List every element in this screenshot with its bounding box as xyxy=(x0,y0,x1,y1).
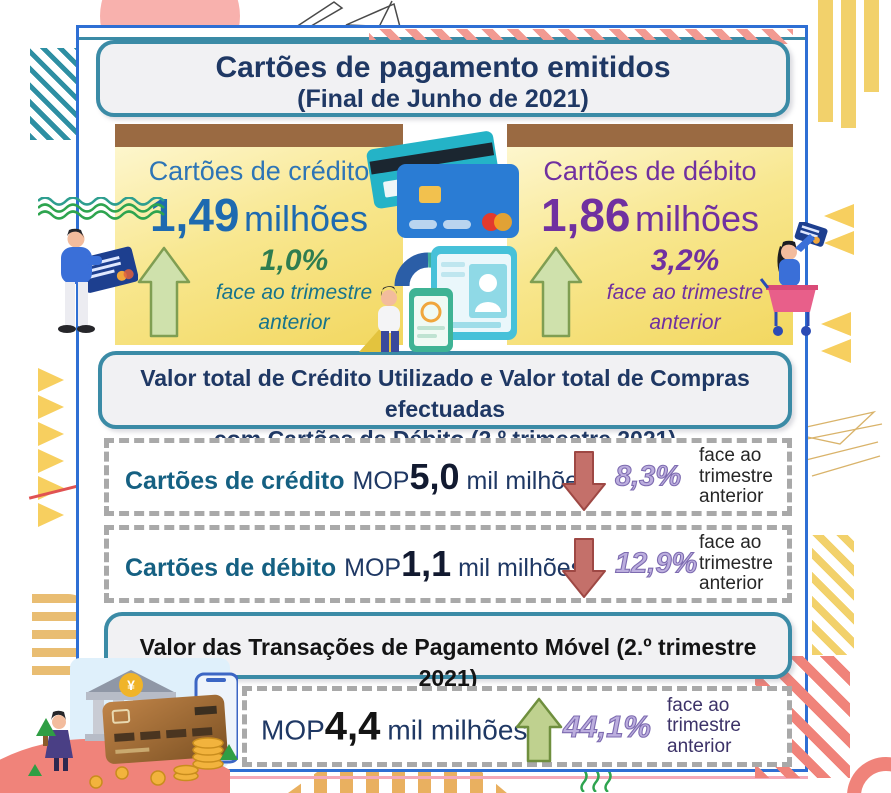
debit-cards-unit: milhões xyxy=(634,198,760,239)
title-box: Cartões de pagamento emitidos (Final de … xyxy=(96,40,790,117)
brown-bar-decoration xyxy=(507,124,793,147)
debit-usage-label: Cartões de débito xyxy=(125,554,337,582)
debit-cards-number: 1,86 xyxy=(540,189,631,241)
yellow-triangle-decoration xyxy=(824,204,854,228)
currency-code: MOP xyxy=(352,467,410,495)
debit-compare-line2: anterior xyxy=(649,311,721,335)
yellow-bar-decoration xyxy=(864,0,879,92)
yellow-striped-square-decoration xyxy=(812,535,854,655)
green-waves-decoration xyxy=(38,197,165,220)
page-title: Cartões de pagamento emitidos xyxy=(215,51,671,84)
down-arrow-icon xyxy=(562,538,606,598)
debit-usage-unit: mil milhões xyxy=(458,554,584,582)
debit-usage-value: 1,1 xyxy=(401,543,452,584)
tree-icon xyxy=(28,718,238,776)
main-panel: Cartões de pagamento emitidos (Final de … xyxy=(76,25,850,778)
payment-cards-illustration xyxy=(359,131,519,352)
blue-card-icon xyxy=(397,164,519,238)
currency-code: MOP xyxy=(344,554,402,582)
yellow-triangle-decoration xyxy=(824,231,854,255)
credit-usage-label: Cartões de crédito xyxy=(125,467,345,495)
salmon-arc-decoration xyxy=(847,757,891,793)
debit-usage-change: 12,9% xyxy=(614,547,698,580)
debit-card-icon xyxy=(794,222,828,247)
yellow-triangle-decoration xyxy=(38,422,64,446)
usage-section-title-box: Valor total de Crédito Utilizado e Valor… xyxy=(98,351,792,452)
credit-change-percent: 1,0% xyxy=(259,244,329,277)
debit-usage-row: Cartões de débito MOP 1,1 mil milhões 12… xyxy=(104,525,792,603)
pink-line-decoration xyxy=(84,776,808,779)
credit-cards-number: 1,49 xyxy=(149,189,240,241)
woman-icon xyxy=(45,710,73,771)
person-icon xyxy=(378,286,400,352)
yellow-triangle-decoration xyxy=(821,312,851,336)
donut-chart-icon xyxy=(394,252,429,287)
mobile-payment-illustration: ¥ xyxy=(0,658,238,793)
page-subtitle: (Final de Junho de 2021) xyxy=(297,85,589,113)
yellow-triangle-decoration xyxy=(38,368,64,392)
up-arrow-icon xyxy=(529,246,583,338)
debit-compare-line1: face ao trimestre xyxy=(606,281,764,304)
yellow-triangle-decoration xyxy=(38,395,64,419)
brown-bar-decoration xyxy=(115,124,403,147)
tan-stripes-decoration xyxy=(288,770,507,793)
debit-cards-value: 1,86 milhões xyxy=(507,188,793,242)
currency-code: MOP xyxy=(261,714,325,745)
usage-section-title-line1: Valor total de Crédito Utilizado e Valor… xyxy=(140,365,750,422)
credit-compare-line1: face ao trimestre xyxy=(215,281,373,304)
mobile-payment-value: 4,4 xyxy=(324,704,381,748)
yellow-triangle-decoration xyxy=(38,449,64,473)
mobile-payment-change: 44,1% xyxy=(562,708,651,744)
man-with-card-illustration xyxy=(58,228,138,333)
mobile-payment-compare: face ao trimestre anterior xyxy=(667,694,741,757)
up-arrow-icon xyxy=(515,697,563,763)
debit-usage-compare: face ao trimestre anterior xyxy=(699,532,773,595)
svg-text:¥: ¥ xyxy=(127,677,135,693)
credit-compare-line2: anterior xyxy=(258,311,330,335)
mobile-payment-row: MOP 4,4 mil milhões 44,1% face ao trimes… xyxy=(242,686,792,767)
yellow-bar-decoration xyxy=(841,0,856,128)
credit-usage-change: 8,3% xyxy=(614,460,682,493)
credit-usage-compare: face ao trimestre anterior xyxy=(699,445,773,508)
credit-cards-panel: Cartões de crédito 1,49 milhões 1,0% fac… xyxy=(115,147,403,345)
down-arrow-icon xyxy=(562,451,606,511)
credit-usage-value: 5,0 xyxy=(409,456,460,497)
mobile-payment-unit: mil milhões xyxy=(387,714,528,745)
yellow-triangle-decoration xyxy=(821,339,851,363)
yellow-triangle-decoration xyxy=(38,503,64,527)
debit-cards-label: Cartões de débito xyxy=(543,156,757,186)
debit-cards-panel: Cartões de débito 1,86 milhões 3,2% face… xyxy=(507,147,793,345)
coins-icon xyxy=(89,737,224,789)
credit-cards-unit: milhões xyxy=(243,198,369,239)
credit-cards-value: 1,49 milhões xyxy=(115,188,403,242)
credit-cards-label: Cartões de crédito xyxy=(148,156,370,186)
shopping-cart-icon xyxy=(759,278,818,336)
phone-icon xyxy=(409,288,453,352)
debit-change-percent: 3,2% xyxy=(650,244,720,277)
woman-with-cart-illustration xyxy=(759,222,828,336)
yellow-bar-decoration xyxy=(818,0,833,122)
up-arrow-icon xyxy=(137,246,191,338)
credit-usage-row: Cartões de crédito MOP 5,0 mil milhões 8… xyxy=(104,438,792,516)
